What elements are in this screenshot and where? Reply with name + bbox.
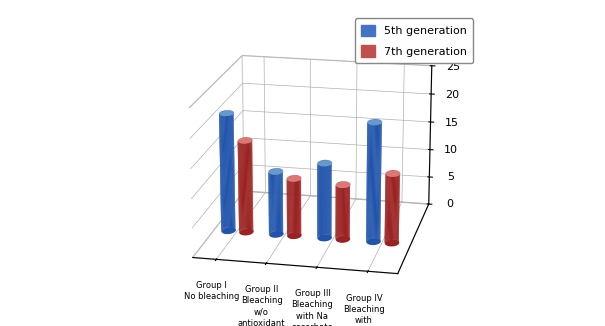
Legend: 5th generation, 7th generation: 5th generation, 7th generation bbox=[355, 18, 473, 64]
